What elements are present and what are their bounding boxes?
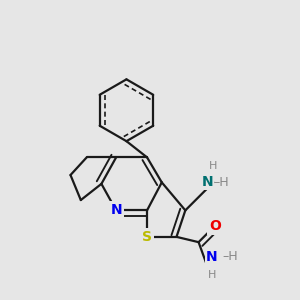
Text: S: S (142, 230, 152, 244)
Text: H: H (209, 160, 218, 171)
Text: O: O (209, 219, 221, 233)
Text: –H: –H (222, 250, 238, 263)
Text: N: N (206, 250, 218, 264)
Text: –H: –H (213, 176, 229, 189)
Text: N: N (202, 176, 213, 189)
Text: N: N (110, 203, 122, 218)
Text: H: H (208, 270, 216, 280)
